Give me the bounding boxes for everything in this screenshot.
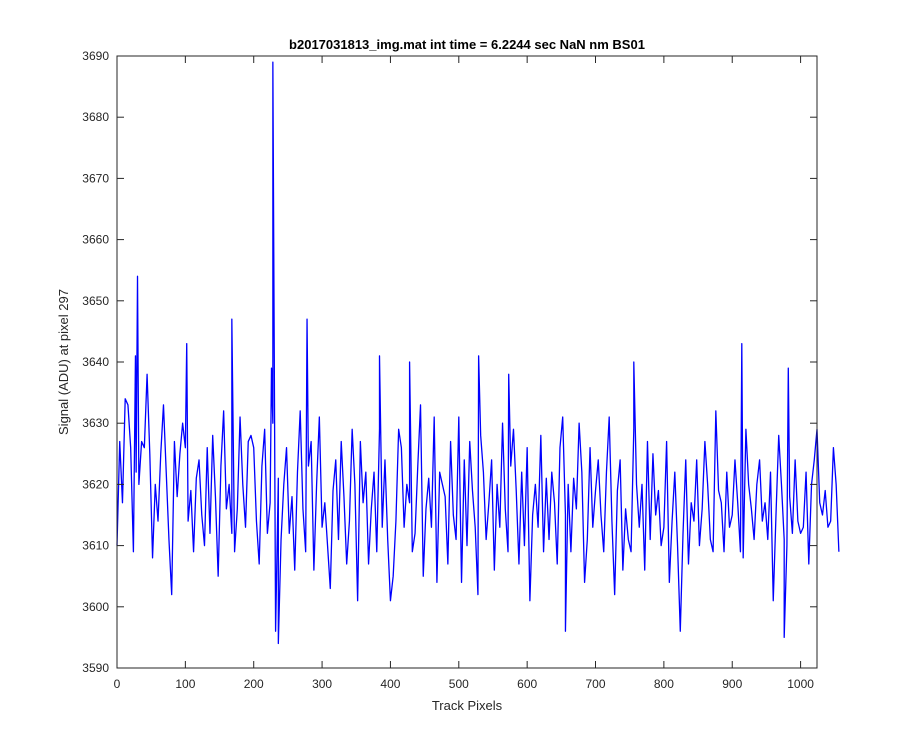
- series-line: [116, 61, 840, 645]
- x-axis: 0 100 200 300 400 500 600 700 800 900 1000: [114, 56, 814, 691]
- y-tick-label: 3640: [82, 355, 109, 369]
- y-tick-label: 3590: [82, 661, 109, 675]
- y-tick-label: 3630: [82, 416, 109, 430]
- chart-title: b2017031813_img.mat int time = 6.2244 se…: [289, 37, 645, 52]
- x-tick-label: 0: [114, 677, 121, 691]
- x-tick-label: 100: [175, 677, 195, 691]
- y-tick-label: 3680: [82, 110, 109, 124]
- x-tick-label: 900: [722, 677, 742, 691]
- y-tick-label: 3620: [82, 477, 109, 491]
- y-tick-label: 3650: [82, 294, 109, 308]
- y-tick-label: 3610: [82, 539, 109, 553]
- x-tick-label: 700: [586, 677, 606, 691]
- plot-area-background: [117, 56, 817, 668]
- x-tick-label: 800: [654, 677, 674, 691]
- x-tick-label: 600: [517, 677, 537, 691]
- y-tick-label: 3660: [82, 233, 109, 247]
- x-tick-label: 500: [449, 677, 469, 691]
- x-tick-label: 400: [380, 677, 400, 691]
- y-tick-label: 3670: [82, 171, 109, 185]
- y-axis-label: Signal (ADU) at pixel 297: [56, 289, 71, 435]
- x-tick-label: 200: [244, 677, 264, 691]
- y-tick-label: 3690: [82, 49, 109, 63]
- x-axis-label: Track Pixels: [432, 698, 503, 713]
- y-axis: 3590 3600 3610 3620 3630 3640 3650 3660 3670 3680…: [82, 49, 817, 675]
- x-tick-label: 1000: [787, 677, 814, 691]
- x-tick-label: 300: [312, 677, 332, 691]
- data-layer: [116, 61, 840, 645]
- y-tick-label: 3600: [82, 600, 109, 614]
